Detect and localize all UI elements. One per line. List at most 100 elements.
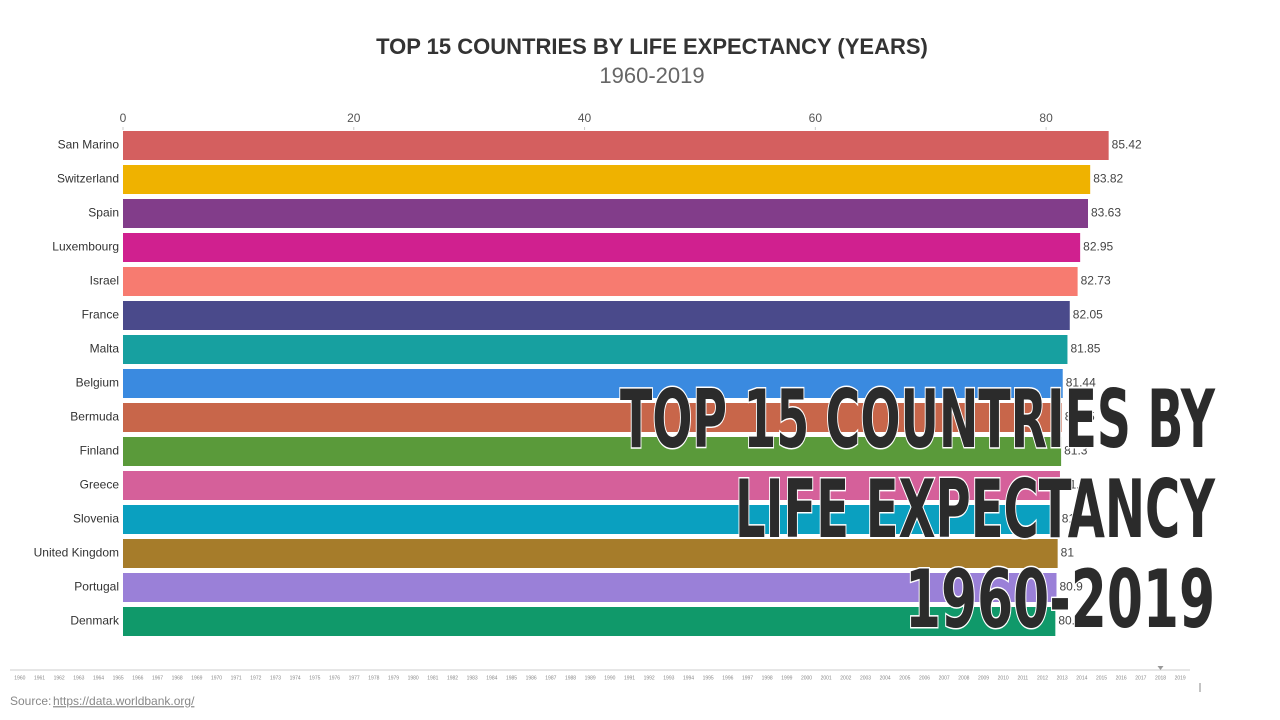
overlay-line: TOP 15 COUNTRIES BY [620,373,1216,466]
category-label: Switzerland [57,172,119,186]
bar [123,199,1088,228]
chart-title: TOP 15 COUNTRIES BY LIFE EXPECTANCY (YEA… [376,34,928,59]
timeline-year: 1976 [329,675,340,681]
bar [123,131,1109,160]
timeline-marker [1157,666,1164,670]
timeline: 1960 1961 1962 1963 1964 1965 1966 1967 1968 1969… [14,666,1186,681]
timeline-year: 1967 [152,675,163,681]
category-label: San Marino [58,138,120,152]
timeline-year: 1990 [604,675,615,681]
x-tick-label: 80 [1039,111,1053,125]
value-label: 81.85 [1070,342,1100,356]
timeline-year: 1975 [309,675,320,681]
category-label: Luxembourg [52,240,119,254]
timeline-year: 1963 [73,675,84,681]
timeline-year: 2002 [840,675,851,681]
value-label: 81.1 [1062,512,1086,526]
timeline-year: 1987 [545,675,556,681]
timeline-year: 1974 [290,675,301,681]
value-label: 80.8 [1058,614,1082,628]
timeline-year: 1968 [172,675,183,681]
timeline-year: 1966 [132,675,143,681]
overlay-line: 1960-2019 [905,553,1215,646]
value-label: 85.42 [1112,138,1142,152]
bar [123,505,1059,534]
x-tick-label: 20 [347,111,361,125]
category-label: Belgium [76,376,119,390]
value-label: 83.82 [1093,172,1123,186]
value-label: 81.2 [1063,478,1087,492]
timeline-year: 1979 [388,675,399,681]
timeline-year: 1972 [250,675,261,681]
timeline-year: 1999 [781,675,792,681]
category-label: Finland [80,444,119,458]
bar [123,335,1068,364]
value-label: 81 [1061,546,1075,560]
bar [123,471,1060,500]
timeline-year: 1961 [34,675,45,681]
bar [123,301,1070,330]
timeline-year: 1988 [565,675,576,681]
timeline-year: 2010 [998,675,1009,681]
category-label: Israel [90,274,119,288]
category-label: Greece [80,478,120,492]
source-label: Source: [10,694,51,708]
category-label: Malta [90,342,120,356]
category-label: Spain [88,206,119,220]
timeline-year: 2012 [1037,675,1048,681]
timeline-year: 1984 [486,675,497,681]
timeline-year: 1995 [703,675,714,681]
timeline-year: 2000 [801,675,812,681]
value-label: 81.35 [1065,410,1095,424]
source-link[interactable]: https://data.worldbank.org/ [53,694,195,708]
timeline-year: 2006 [919,675,930,681]
timeline-year: 2019 [1175,675,1186,681]
timeline-year: 2013 [1057,675,1068,681]
bar [123,573,1057,602]
category-label: Bermuda [70,410,119,424]
overlay-line: LIFE EXPECTANCY [735,463,1216,556]
bar [123,369,1063,398]
category-label: United Kingdom [34,546,119,560]
timeline-year: 2018 [1155,675,1166,681]
timeline-year: 2015 [1096,675,1107,681]
timeline-year: 2009 [978,675,989,681]
timeline-year: 1997 [742,675,753,681]
timeline-year: 1964 [93,675,104,681]
timeline-year: 1992 [644,675,655,681]
bar [123,607,1056,636]
timeline-year: 2014 [1076,675,1087,681]
timeline-year: 2004 [880,675,891,681]
timeline-year: 1981 [427,675,438,681]
bar [123,539,1058,568]
timeline-year: 2011 [1017,675,1028,681]
timeline-year: 1994 [683,675,694,681]
timeline-year: 1973 [270,675,281,681]
timeline-year: 2016 [1116,675,1127,681]
timeline-year: 1965 [113,675,124,681]
timeline-year: 2008 [958,675,969,681]
bars: 0 20 40 60 80 85.42 San Marino 83.82 Switzerland… [34,111,1142,636]
timeline-year: 1983 [467,675,478,681]
timeline-year: 1993 [663,675,674,681]
timeline-year: 1970 [211,675,222,681]
bar [123,165,1091,194]
bar [123,403,1062,432]
timeline-year: 1960 [14,675,25,681]
value-label: 82.05 [1073,308,1103,322]
timeline-year: 1989 [585,675,596,681]
timeline-year: 1991 [624,675,635,681]
timeline-year: 1977 [349,675,360,681]
bar [123,437,1062,466]
timeline-year: 1985 [506,675,517,681]
value-label: 80.9 [1059,580,1083,594]
value-label: 82.95 [1083,240,1113,254]
timeline-year: 1996 [722,675,733,681]
timeline-year: 1978 [368,675,379,681]
timeline-year: 1969 [191,675,202,681]
x-tick-label: 0 [120,111,127,125]
timeline-year: 1971 [231,675,242,681]
chart-subtitle: 1960-2019 [599,63,704,88]
